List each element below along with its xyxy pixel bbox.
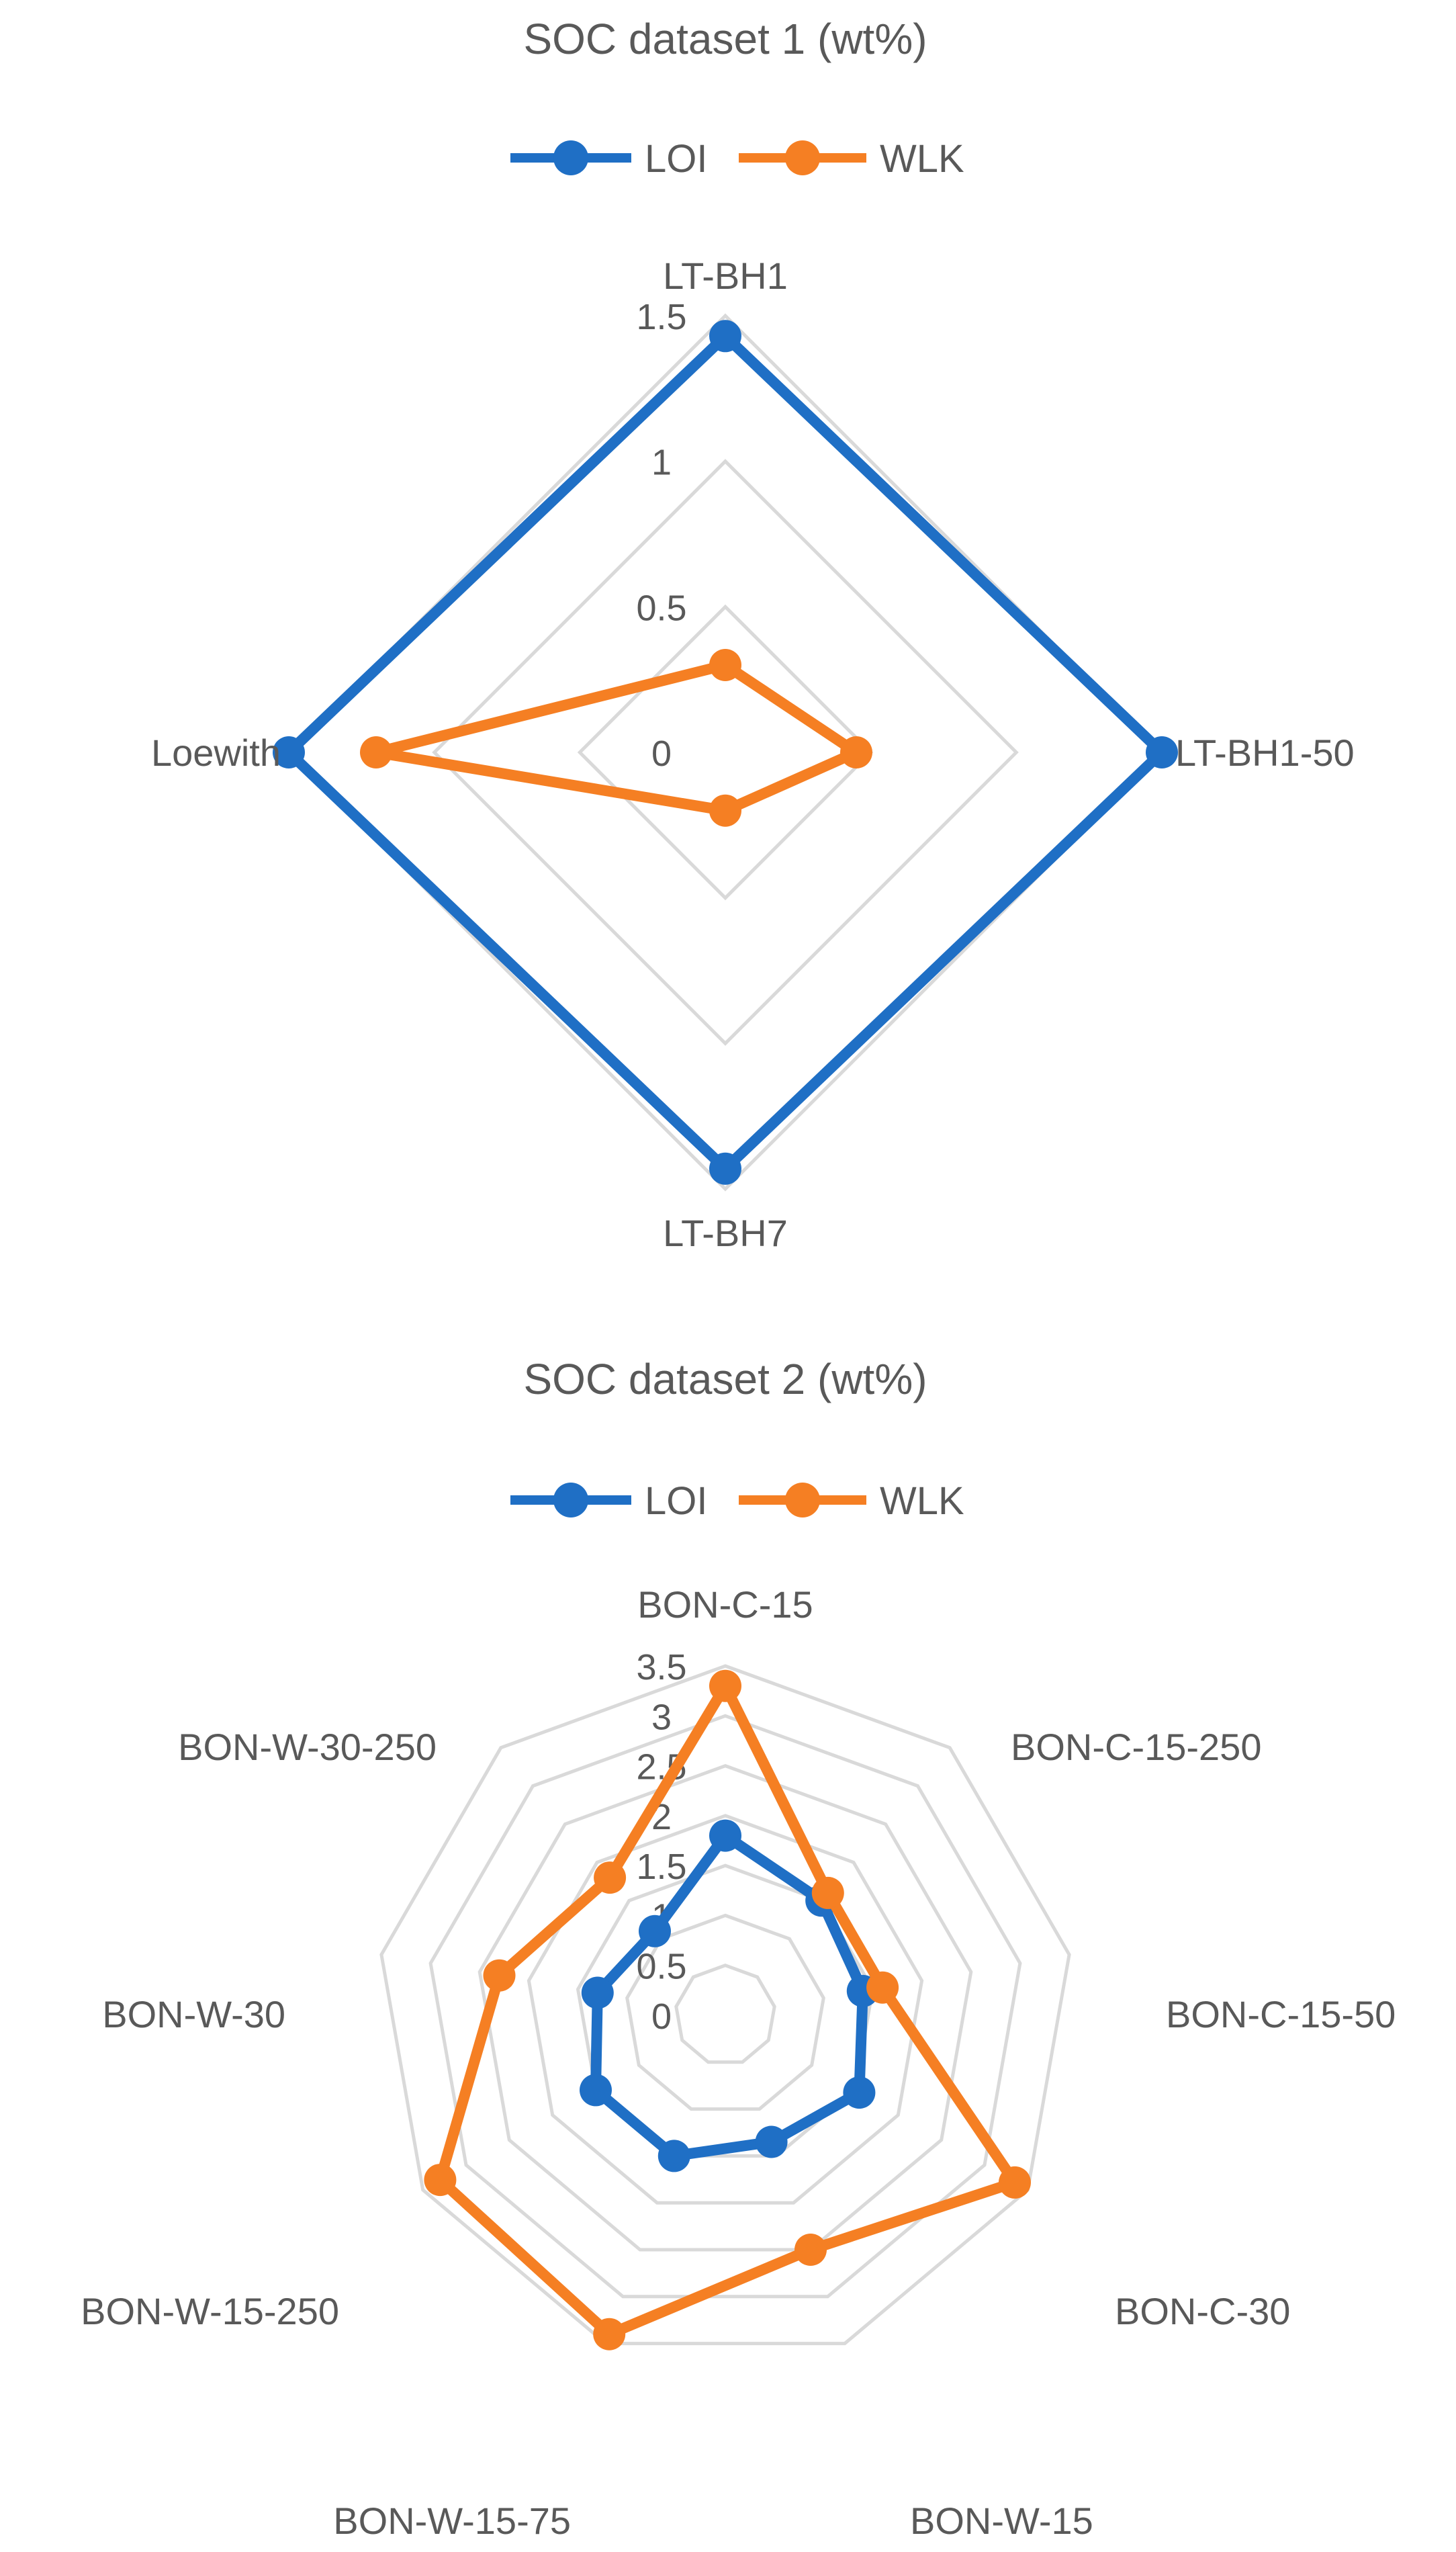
category-label-lt-bh1: LT-BH1 [663, 255, 788, 297]
series-line-loi [590, 1830, 868, 2162]
legend: LOI WLK [510, 1479, 964, 1523]
radial-axis-ticks: 00.511.522.533.5 [636, 1647, 686, 2037]
tick-label: 1 [651, 443, 672, 483]
legend-marker-loi [553, 140, 588, 175]
tick-label: 3 [651, 1697, 672, 1737]
grid-ring [432, 459, 1019, 1046]
grid-ring [674, 1964, 776, 2064]
legend-marker-loi [553, 1483, 588, 1517]
point-loi-bon-w-30-250[interactable] [639, 1915, 671, 1947]
grid-ring [477, 1763, 973, 2252]
point-wlk-bon-w-30-250[interactable] [594, 1861, 627, 1894]
legend-label-loi: LOI [645, 1479, 708, 1523]
tick-label: 0 [651, 1996, 672, 2037]
series-line-wlk [371, 660, 862, 816]
category-label-lt-bh7: LT-BH7 [663, 1212, 788, 1254]
legend-marker-wlk [785, 1483, 820, 1517]
tick-label: 0.5 [636, 588, 686, 628]
point-loi-bon-w-15-250[interactable] [580, 2074, 612, 2107]
point-wlk-bon-c-15[interactable] [709, 1669, 741, 1702]
point-wlk-bon-w-15-75[interactable] [593, 2318, 626, 2350]
grid-ring [428, 1714, 1022, 2299]
grid-ring [625, 1913, 825, 2111]
category-label-bon-c-15: BON-C-15 [637, 1583, 813, 1626]
point-loi-bon-c-15[interactable] [709, 1819, 741, 1852]
point-loi-loewith[interactable] [273, 736, 305, 768]
point-loi-bon-w-30[interactable] [581, 1976, 614, 2009]
category-label-bon-w-30-250: BON-W-30-250 [178, 1726, 437, 1768]
radar-chart-2: SOC dataset 2 (wt%) LOI WLK 00.511.522.5… [81, 1355, 1396, 2542]
point-loi-lt-bh7[interactable] [709, 1152, 741, 1185]
category-label-loewith: Loewith [151, 732, 281, 774]
point-wlk-loewith[interactable] [360, 736, 392, 768]
grid-ring [286, 313, 1165, 1192]
radial-axis-ticks: 0 0.5 1 1.5 [636, 297, 686, 774]
radar-chart-1: SOC dataset 1 (wt%) LOI WLK 0 0.5 1 1.5 LT-… [151, 15, 1355, 1254]
point-wlk-bon-c-15-50[interactable] [866, 1971, 899, 2004]
legend-label-loi: LOI [645, 137, 708, 181]
series-group [273, 320, 1178, 1185]
legend-marker-wlk [785, 140, 820, 175]
category-label-bon-w-15-75: BON-W-15-75 [333, 2500, 571, 2542]
point-wlk-bon-w-15-250[interactable] [424, 2164, 457, 2197]
category-label-bon-w-30: BON-W-30 [102, 1993, 285, 2035]
tick-label: 1.5 [636, 297, 686, 337]
point-wlk-bon-c-30[interactable] [999, 2166, 1031, 2199]
point-wlk-lt-bh7[interactable] [709, 794, 741, 827]
category-label-bon-c-15-50: BON-C-15-50 [1166, 1993, 1396, 2035]
category-label-lt-bh1-50: LT-BH1-50 [1175, 732, 1355, 774]
point-wlk-bon-w-15[interactable] [794, 2234, 827, 2266]
category-labels: LT-BH1 LT-BH1-50 LT-BH7 Loewith [151, 255, 1355, 1254]
grid-ring [577, 604, 874, 901]
point-loi-lt-bh1-50[interactable] [1146, 736, 1178, 768]
tick-label: 3.5 [636, 1647, 686, 1687]
grid-ring [379, 1664, 1071, 2346]
legend-label-wlk: WLK [880, 137, 964, 181]
legend: LOI WLK [510, 137, 964, 181]
category-label-bon-w-15: BON-W-15 [910, 2500, 1093, 2542]
series-group [424, 1669, 1031, 2350]
point-wlk-bon-c-15-250[interactable] [811, 1876, 844, 1909]
category-labels: BON-C-15 BON-C-15-250 BON-C-15-50 BON-C-30 B… [81, 1583, 1396, 2542]
category-label-bon-c-30: BON-C-30 [1115, 2290, 1290, 2332]
point-loi-bon-w-15[interactable] [755, 2125, 788, 2158]
radar-grid [286, 313, 1165, 1192]
point-loi-bon-c-30[interactable] [843, 2076, 876, 2109]
legend-label-wlk: WLK [880, 1479, 964, 1523]
series-line-wlk [435, 1680, 1020, 2340]
point-wlk-lt-bh1[interactable] [709, 649, 741, 681]
category-label-bon-c-15-250: BON-C-15-250 [1011, 1726, 1261, 1768]
point-wlk-lt-bh1-50[interactable] [840, 736, 872, 768]
tick-label: 1.5 [636, 1847, 686, 1887]
point-wlk-bon-w-30[interactable] [483, 1959, 516, 1992]
chart-title: SOC dataset 1 (wt%) [523, 15, 927, 63]
tick-label: 0 [651, 734, 672, 774]
chart-title: SOC dataset 2 (wt%) [523, 1355, 927, 1403]
tick-label: 0.5 [636, 1947, 686, 1987]
radar-grid [379, 1664, 1071, 2346]
point-loi-bon-w-15-75[interactable] [657, 2140, 690, 2172]
category-label-bon-w-15-250: BON-W-15-250 [81, 2290, 339, 2332]
point-loi-lt-bh1[interactable] [709, 320, 741, 353]
